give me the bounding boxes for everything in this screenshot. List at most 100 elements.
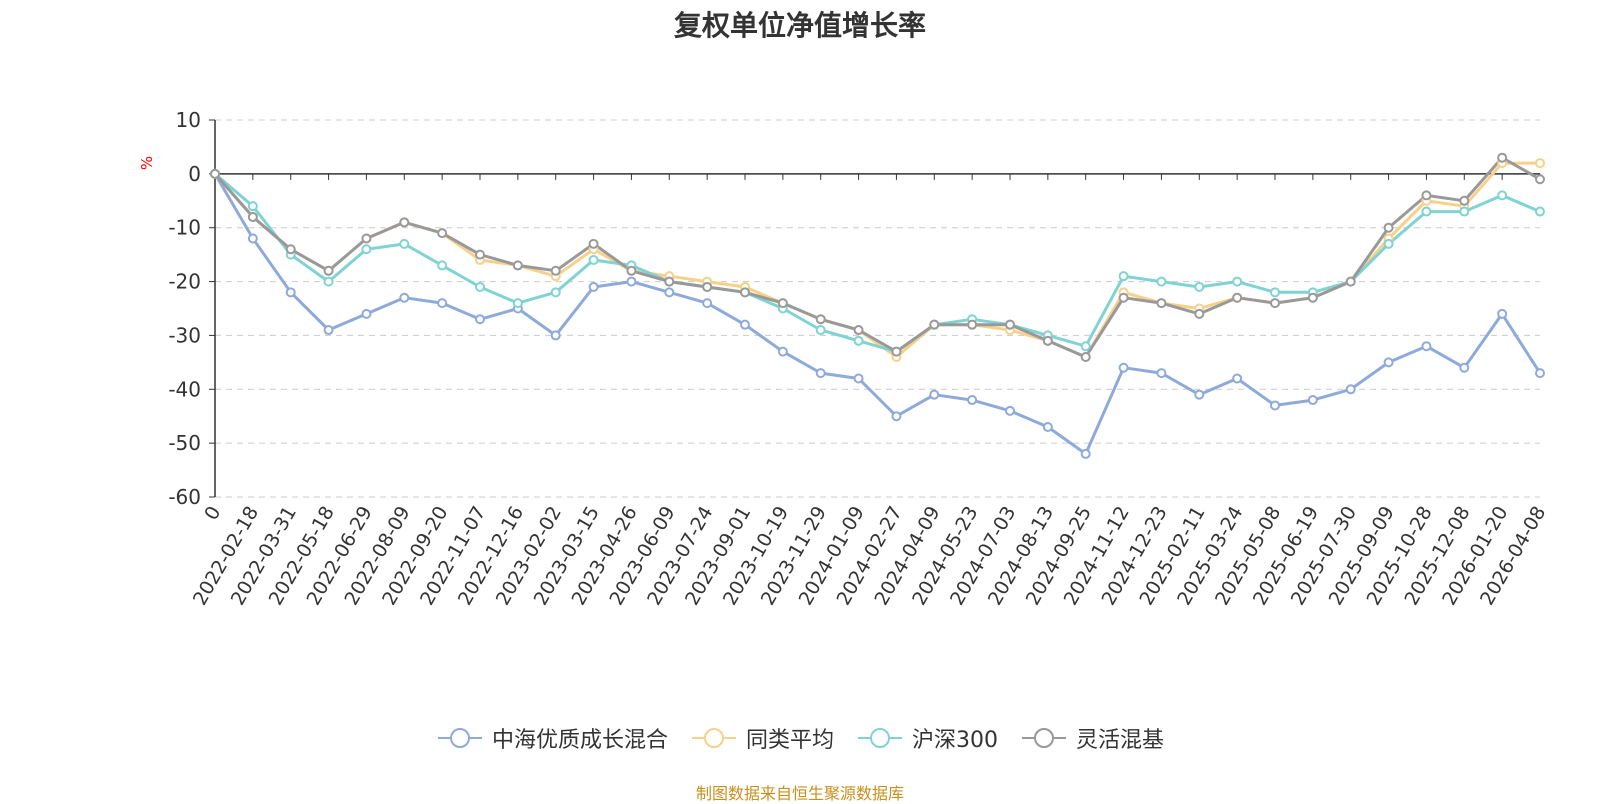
y-tick-label: 0 xyxy=(188,162,201,186)
data-point xyxy=(1459,206,1470,217)
data-point xyxy=(210,168,220,179)
data-point xyxy=(361,233,372,244)
y-tick-label: -40 xyxy=(168,377,201,401)
legend-item[interactable]: 沪深300 xyxy=(856,722,998,754)
data-point xyxy=(1535,206,1545,217)
data-point xyxy=(399,238,410,249)
x-tick-label: 0 xyxy=(200,503,225,524)
data-point xyxy=(1383,238,1394,249)
data-point xyxy=(1005,319,1015,330)
data-point xyxy=(777,346,788,357)
data-point xyxy=(247,233,258,244)
legend-item[interactable]: 灵活混基 xyxy=(1020,722,1164,754)
data-point xyxy=(1042,421,1053,432)
data-point xyxy=(1307,292,1318,303)
data-point xyxy=(777,298,788,309)
data-point xyxy=(1194,308,1205,319)
data-point xyxy=(1535,158,1545,169)
data-point xyxy=(815,325,826,336)
data-point xyxy=(512,260,523,271)
data-point xyxy=(1118,362,1129,373)
data-point xyxy=(1232,292,1243,303)
data-point xyxy=(1307,395,1318,406)
data-point xyxy=(437,298,448,309)
data-point xyxy=(967,319,978,330)
data-point xyxy=(1459,195,1470,206)
data-point xyxy=(323,325,334,336)
data-point xyxy=(626,265,637,276)
data-point xyxy=(1270,400,1280,411)
data-point xyxy=(285,287,296,298)
data-point xyxy=(1270,287,1280,298)
data-point xyxy=(588,238,599,249)
series-line xyxy=(213,172,1542,456)
legend-label: 灵活混基 xyxy=(1076,728,1165,753)
data-point xyxy=(740,287,750,298)
chart-title: 复权单位净值增长率 xyxy=(673,9,926,42)
data-point xyxy=(853,373,864,384)
y-tick-label: -10 xyxy=(168,216,201,240)
line-chart: 100-10-20-30-40-50-6002022-02-182022-03-… xyxy=(138,108,1550,609)
data-point xyxy=(1383,222,1394,233)
data-point xyxy=(1345,276,1356,287)
data-point xyxy=(1118,292,1129,303)
data-point xyxy=(702,281,713,292)
data-point xyxy=(475,314,485,325)
data-point xyxy=(1535,174,1545,185)
data-point xyxy=(437,260,448,271)
data-point xyxy=(550,287,561,298)
data-point xyxy=(891,346,902,357)
series-line xyxy=(213,172,1542,354)
data-point xyxy=(1497,152,1508,163)
data-point xyxy=(323,265,334,276)
data-point xyxy=(1118,271,1129,282)
legend-label: 同类平均 xyxy=(745,728,834,753)
data-point xyxy=(399,292,410,303)
data-point xyxy=(664,276,675,287)
data-point xyxy=(437,228,448,239)
data-point xyxy=(475,281,485,292)
data-point xyxy=(361,244,372,255)
data-point xyxy=(626,276,637,287)
data-point xyxy=(664,287,675,298)
legend-marker-icon xyxy=(691,728,736,748)
data-point xyxy=(1156,298,1167,309)
data-point xyxy=(891,411,902,422)
data-point xyxy=(1232,276,1243,287)
legend-marker-icon xyxy=(437,728,482,748)
data-point xyxy=(815,368,826,379)
data-point xyxy=(1232,373,1243,384)
legend-label: 中海优质成长混合 xyxy=(491,728,668,753)
grid-lines xyxy=(215,119,1540,498)
legend-marker-icon xyxy=(858,728,902,748)
data-point xyxy=(1459,362,1470,373)
data-point xyxy=(1194,389,1205,400)
data-point xyxy=(361,308,372,319)
data-point xyxy=(740,319,750,330)
data-point xyxy=(702,298,713,309)
legend-marker-icon xyxy=(1022,728,1066,748)
data-point xyxy=(1156,276,1167,287)
data-point xyxy=(967,395,978,406)
legend-item[interactable]: 中海优质成长混合 xyxy=(436,722,668,754)
data-point xyxy=(588,255,599,266)
data-point xyxy=(1156,368,1167,379)
data-point xyxy=(1535,368,1545,379)
source-note: 制图数据来自恒生聚源数据库 xyxy=(695,784,904,803)
legend-label: 沪深300 xyxy=(912,728,998,753)
data-point xyxy=(1080,351,1091,362)
y-tick-label: 10 xyxy=(176,108,201,132)
series-line xyxy=(213,161,1542,359)
data-point xyxy=(475,249,485,260)
data-point xyxy=(929,389,940,400)
series-lines xyxy=(213,156,1542,456)
y-tick-label: -50 xyxy=(168,431,201,455)
data-point xyxy=(1421,206,1432,217)
series-line xyxy=(213,156,1542,359)
data-point xyxy=(1194,281,1205,292)
data-point xyxy=(285,244,296,255)
y-tick-label: -60 xyxy=(168,485,201,509)
chart-legend: 中海优质成长混合 同类平均 沪深300 灵活混基 xyxy=(0,722,1600,754)
axes: 100-10-20-30-40-50-6002022-02-182022-03-… xyxy=(168,108,1550,609)
legend-item[interactable]: 同类平均 xyxy=(690,722,834,754)
